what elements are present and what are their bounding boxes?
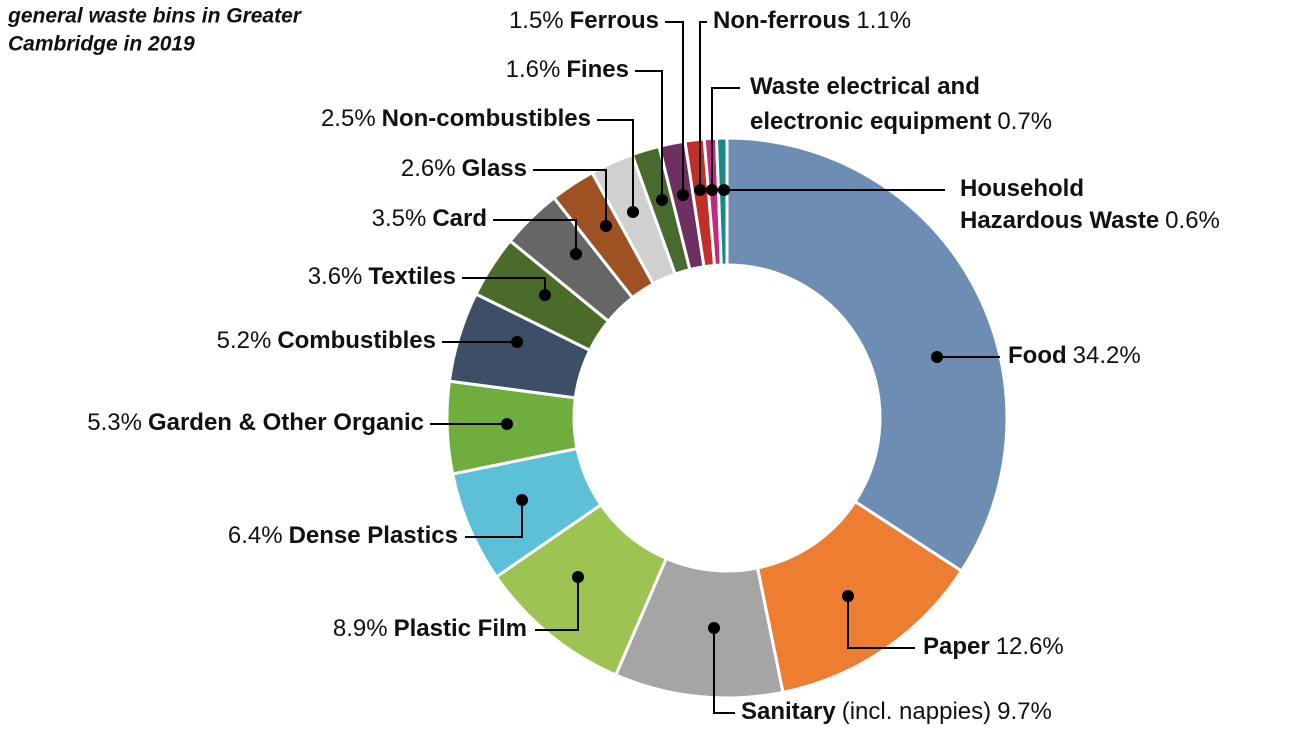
leader-dot <box>708 622 720 634</box>
leader-line <box>699 21 707 190</box>
value-label: 2.5% <box>321 105 376 132</box>
category-label: Ferrous <box>570 7 659 34</box>
category-label: Paper <box>923 633 990 660</box>
value-label: 2.6% <box>401 155 456 182</box>
slice <box>714 136 729 267</box>
value-label: 6.4% <box>228 522 283 549</box>
title-line: Cambridge in 2019 <box>8 33 195 56</box>
leader-dot <box>718 184 730 196</box>
slice-label: 2.6% Glass <box>401 155 527 182</box>
category-label: Card <box>432 205 487 232</box>
slice-label: 5.3% Garden & Other Organic <box>87 409 424 436</box>
value-label: 1.5% <box>509 7 564 34</box>
leader-dot <box>570 248 582 260</box>
category-line: electronic equipment <box>750 108 991 135</box>
slice-label: 1.5% Ferrous <box>509 7 659 34</box>
category-label: Fines <box>566 56 629 83</box>
slice-label: 3.5% Card <box>372 205 487 232</box>
value-label: 0.6% <box>1165 207 1220 234</box>
leader-line <box>465 500 523 538</box>
value-label: 12.6% <box>996 633 1064 660</box>
slice-label: Food 34.2% <box>1008 342 1141 369</box>
leader-dot <box>539 289 551 301</box>
leader-dot <box>706 184 718 196</box>
value-label: 3.5% <box>372 205 427 232</box>
value-label: 0.7% <box>997 108 1052 135</box>
value-label: 9.7% <box>997 698 1052 725</box>
category-label: Garden & Other Organic <box>148 409 424 436</box>
category-label: Combustibles <box>277 327 436 354</box>
slice-label: 3.6% Textiles <box>308 263 456 290</box>
leader-dot <box>600 220 612 232</box>
category-label: Textiles <box>368 263 456 290</box>
slice <box>725 136 1009 574</box>
leader-line <box>711 87 740 190</box>
slice-label: Paper 12.6% <box>923 633 1064 660</box>
category-label: Dense Plastics <box>289 522 458 549</box>
category-label: Household Hazardous Waste <box>960 175 1159 234</box>
leader-line <box>493 219 577 254</box>
annotation: (incl. nappies) <box>842 698 991 725</box>
category-label: Food <box>1008 342 1067 369</box>
category-line: Waste electrical and <box>750 73 987 100</box>
value-label: 1.6% <box>506 56 561 83</box>
value-label: 34.2% <box>1073 342 1141 369</box>
leader-line <box>535 577 579 631</box>
category-label: Sanitary <box>741 698 836 725</box>
leader-dot <box>694 184 706 196</box>
leader-dot <box>842 590 854 602</box>
leader-line <box>597 119 634 212</box>
category-line: Household <box>960 175 1091 202</box>
category-line: Hazardous Waste <box>960 207 1159 234</box>
leader-line <box>713 628 735 714</box>
category-label: Waste electrical and electronic equipmen… <box>750 73 991 135</box>
value-label: 3.6% <box>308 263 363 290</box>
slice-label: 5.2% Combustibles <box>217 327 436 354</box>
slice-label: 8.9% Plastic Film <box>333 615 527 642</box>
slice-label: Household Hazardous Waste 0.6% <box>960 175 1220 234</box>
leader-line <box>533 169 607 226</box>
leader-dot <box>656 194 668 206</box>
leader-line <box>665 21 684 195</box>
leader-line <box>847 596 915 649</box>
category-label: Plastic Film <box>394 615 527 642</box>
slice-label: Non-ferrous 1.1% <box>713 7 911 34</box>
leader-dot <box>516 494 528 506</box>
slice-label: Waste electrical and electronic equipmen… <box>750 73 1052 135</box>
value-label: 8.9% <box>333 615 388 642</box>
category-label: Non-ferrous <box>713 7 850 34</box>
category-label: Non-combustibles <box>382 105 591 132</box>
slice-label: 1.6% Fines <box>506 56 629 83</box>
slice-label: Sanitary (incl. nappies) 9.7% <box>741 698 1052 725</box>
value-label: 1.1% <box>856 7 911 34</box>
value-label: 5.2% <box>217 327 272 354</box>
leader-dot <box>677 189 689 201</box>
slice-label: 2.5% Non-combustibles <box>321 105 591 132</box>
slice-label: 6.4% Dense Plastics <box>228 522 458 549</box>
leader-dot <box>627 206 639 218</box>
leader-line <box>635 70 663 200</box>
leader-dot <box>511 336 523 348</box>
title-line: general waste bins in Greater <box>7 5 303 28</box>
category-label: Glass <box>462 155 527 182</box>
leader-dot <box>501 418 513 430</box>
leader-dot <box>931 351 943 363</box>
value-label: 5.3% <box>87 409 142 436</box>
leader-dot <box>572 571 584 583</box>
